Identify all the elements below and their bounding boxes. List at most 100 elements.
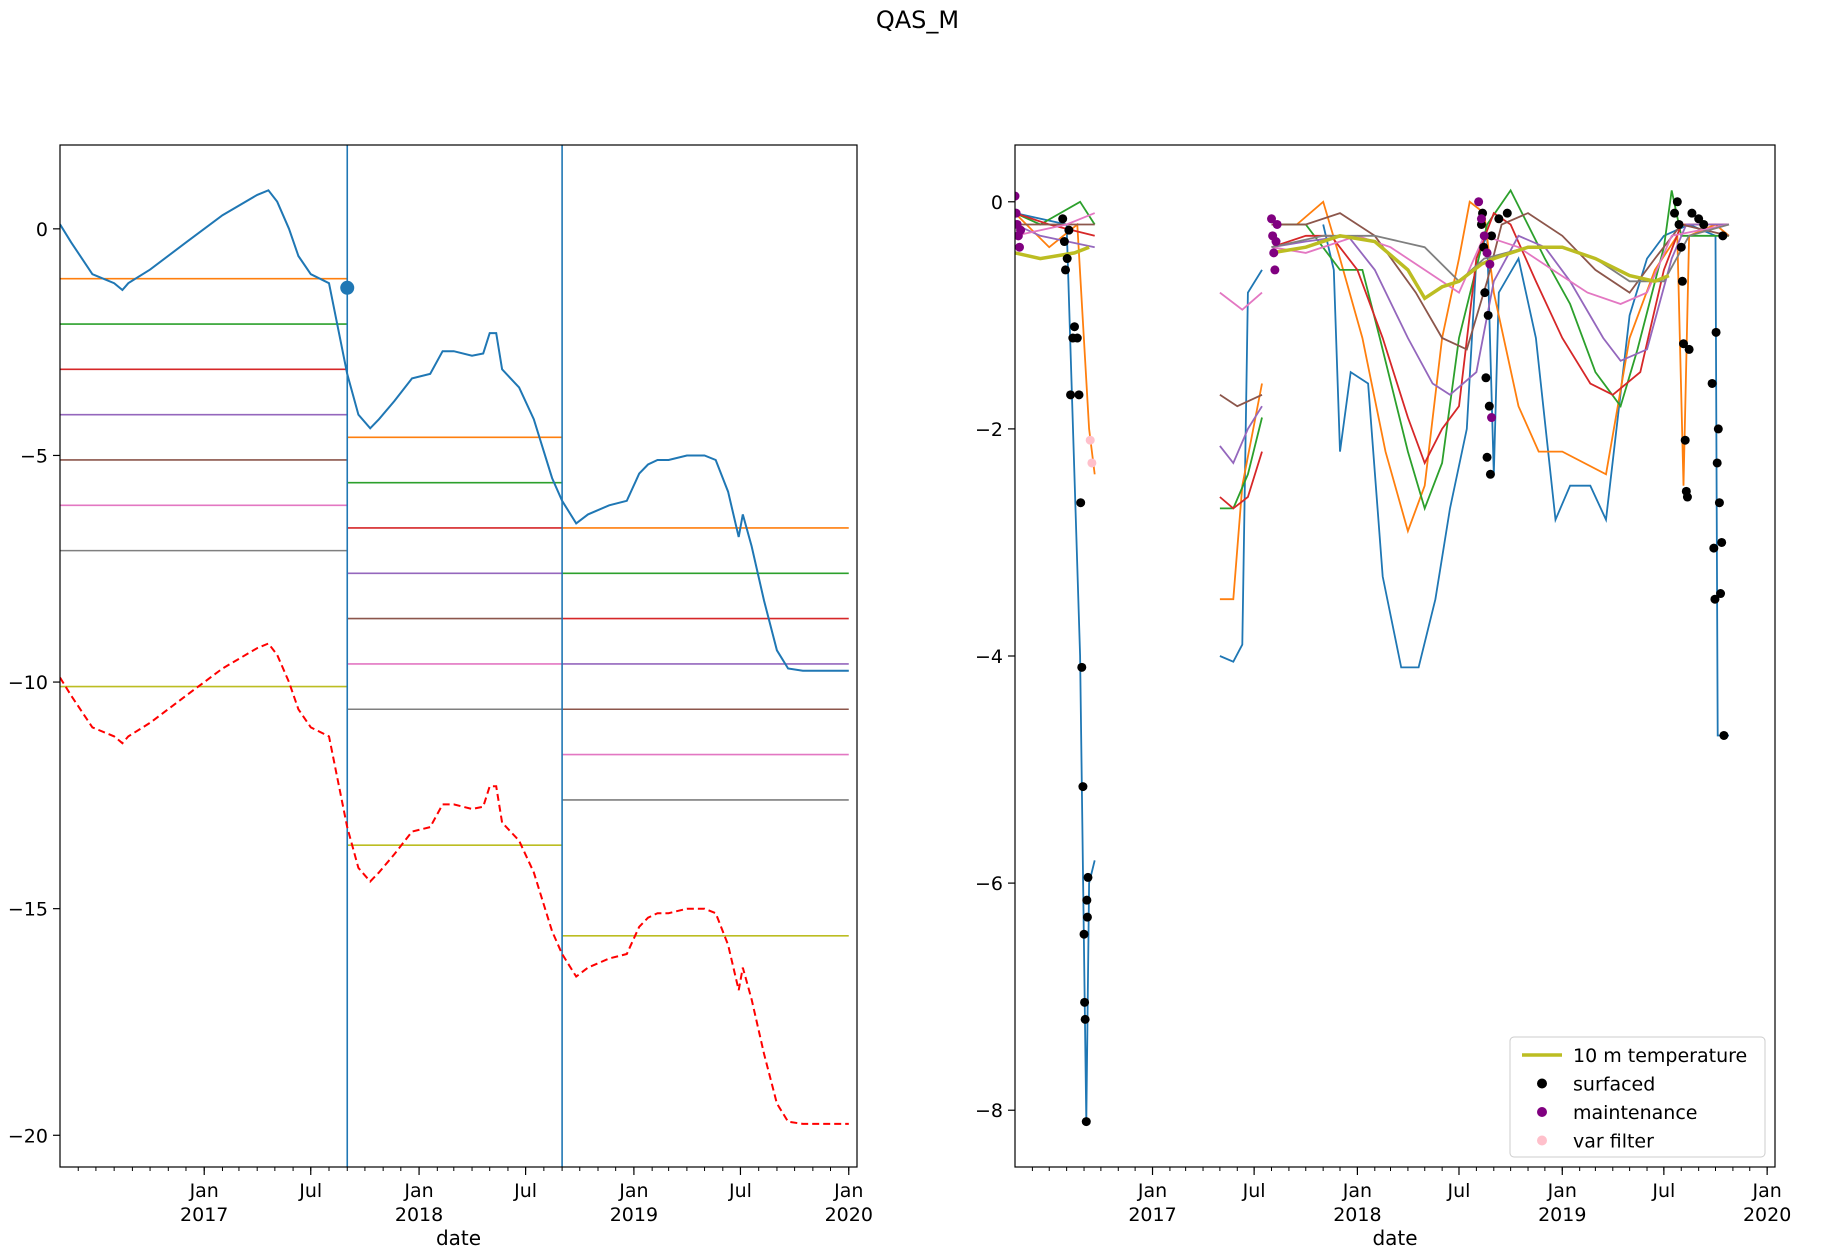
left-xtick-sublabel: 2019	[610, 1204, 658, 1226]
right-series-line-0	[1219, 269, 1263, 663]
right-point-surfaced	[1717, 537, 1727, 547]
right-xtick-label: Jan	[1137, 1180, 1167, 1202]
right-point-maintenance	[1485, 259, 1495, 269]
right-point-surfaced	[1081, 1117, 1091, 1127]
left-marker-point	[340, 280, 355, 295]
right-series-line-2	[1219, 417, 1263, 510]
right-point-maintenance	[1487, 413, 1497, 423]
right-xtick-label: Jul	[1242, 1180, 1266, 1202]
right-series-line-2	[1271, 188, 1729, 512]
left-xtick-label: Jan	[618, 1180, 648, 1202]
left-xtick-sublabel: 2020	[825, 1204, 873, 1226]
left-xtick-sublabel: 2017	[180, 1204, 228, 1226]
right-point-surfaced	[1080, 1014, 1090, 1024]
right-point-surfaced	[1080, 997, 1090, 1007]
right-point-surfaced	[1078, 782, 1088, 792]
right-point-surfaced	[1713, 424, 1723, 434]
right-point-surfaced	[1712, 458, 1722, 468]
right-point-maintenance	[1015, 191, 1020, 201]
right-point-surfaced	[1670, 208, 1680, 218]
right-ytick-label: −6	[975, 873, 1003, 895]
right-point-surfaced	[1714, 498, 1724, 508]
left-xtick-label: Jul	[298, 1180, 322, 1202]
right-point-surfaced	[1059, 237, 1069, 247]
right-series-line-6	[1015, 212, 1096, 237]
right-series-line-8	[1271, 234, 1670, 301]
right-legend: 10 m temperature surfaced maintenance var f…	[1509, 1036, 1766, 1158]
right-xlabel: date	[1372, 1226, 1417, 1246]
right-point-var-filter	[1085, 435, 1095, 445]
left-plot-area	[60, 145, 849, 1167]
right-point-surfaced	[1482, 452, 1492, 462]
left-xtick-label: Jul	[728, 1180, 752, 1202]
right-point-surfaced	[1062, 254, 1072, 264]
legend-label: surfaced	[1573, 1074, 1655, 1096]
right-point-surfaced	[1707, 378, 1717, 388]
left-frame	[59, 144, 858, 1168]
right-point-surfaced	[1494, 214, 1504, 224]
right-xtick-sublabel: 2017	[1128, 1204, 1176, 1226]
right-point-maintenance	[1474, 197, 1484, 207]
left-ytick-label: 0	[36, 219, 48, 241]
right-point-surfaced	[1064, 225, 1074, 235]
right-point-maintenance	[1271, 237, 1281, 247]
right-point-surfaced	[1077, 662, 1087, 672]
right-point-maintenance	[1270, 265, 1280, 275]
right-point-maintenance	[1267, 214, 1277, 224]
left-xtick-label: Jan	[833, 1180, 863, 1202]
right-point-surfaced	[1066, 390, 1076, 400]
left-surface-line	[60, 189, 849, 672]
right-point-surfaced	[1676, 242, 1686, 252]
right-point-surfaced	[1082, 895, 1092, 905]
right-point-surfaced	[1061, 265, 1071, 275]
right-point-surfaced	[1076, 498, 1086, 508]
legend-marker-swatch	[1537, 1078, 1547, 1089]
left-dashed-line	[60, 642, 849, 1125]
left-ytick-label: −5	[20, 445, 48, 467]
right-xtick-label: Jan	[1547, 1180, 1577, 1202]
legend-box	[1509, 1036, 1766, 1158]
right-xtick-sublabel: 2018	[1333, 1204, 1381, 1226]
right-point-surfaced	[1481, 373, 1491, 383]
right-point-surfaced	[1485, 469, 1495, 479]
right-point-surfaced	[1072, 333, 1082, 343]
right-point-surfaced	[1709, 543, 1719, 553]
right-point-surfaced	[1079, 929, 1089, 939]
right-point-surfaced	[1679, 339, 1689, 349]
right-ytick-label: −2	[975, 419, 1003, 441]
right-series-line-4	[1271, 223, 1729, 396]
right-series-line-1	[1015, 212, 1096, 475]
right-point-surfaced	[1687, 208, 1697, 218]
right-point-surfaced	[1684, 344, 1694, 354]
right-point-surfaced	[1484, 401, 1494, 411]
left-xtick-label: Jan	[189, 1180, 219, 1202]
right-point-surfaced	[1082, 912, 1092, 922]
right-series-line-8	[1015, 245, 1090, 261]
right-series-line-5	[1219, 393, 1263, 408]
figure-title: QAS_M	[875, 6, 960, 34]
right-point-surfaced	[1674, 219, 1684, 229]
right-point-maintenance	[1479, 231, 1489, 241]
right-series-line-6	[1219, 291, 1263, 311]
right-point-surfaced	[1677, 276, 1687, 286]
right-xtick-sublabel: 2019	[1538, 1204, 1586, 1226]
right-plot-area	[1015, 188, 1730, 1127]
right-series-line-3	[1219, 451, 1263, 510]
right-series-line-4	[1219, 405, 1263, 465]
right-point-surfaced	[1716, 589, 1726, 599]
right-point-surfaced	[1699, 219, 1709, 229]
left-xtick-label: Jul	[513, 1180, 537, 1202]
right-ytick-label: −8	[975, 1100, 1003, 1122]
left-xlabel: date	[436, 1226, 481, 1246]
right-point-surfaced	[1672, 197, 1682, 207]
left-ytick-label: −15	[8, 899, 48, 921]
right-ytick-label: 0	[991, 192, 1003, 214]
right-xtick-sublabel: 2020	[1743, 1204, 1791, 1226]
legend-marker-swatch	[1537, 1107, 1547, 1117]
right-point-surfaced	[1487, 231, 1497, 241]
right-point-surfaced	[1680, 435, 1690, 445]
right-point-maintenance	[1015, 242, 1024, 252]
left-xtick-sublabel: 2018	[395, 1204, 443, 1226]
right-point-surfaced	[1710, 594, 1720, 604]
right-point-surfaced	[1083, 872, 1093, 882]
